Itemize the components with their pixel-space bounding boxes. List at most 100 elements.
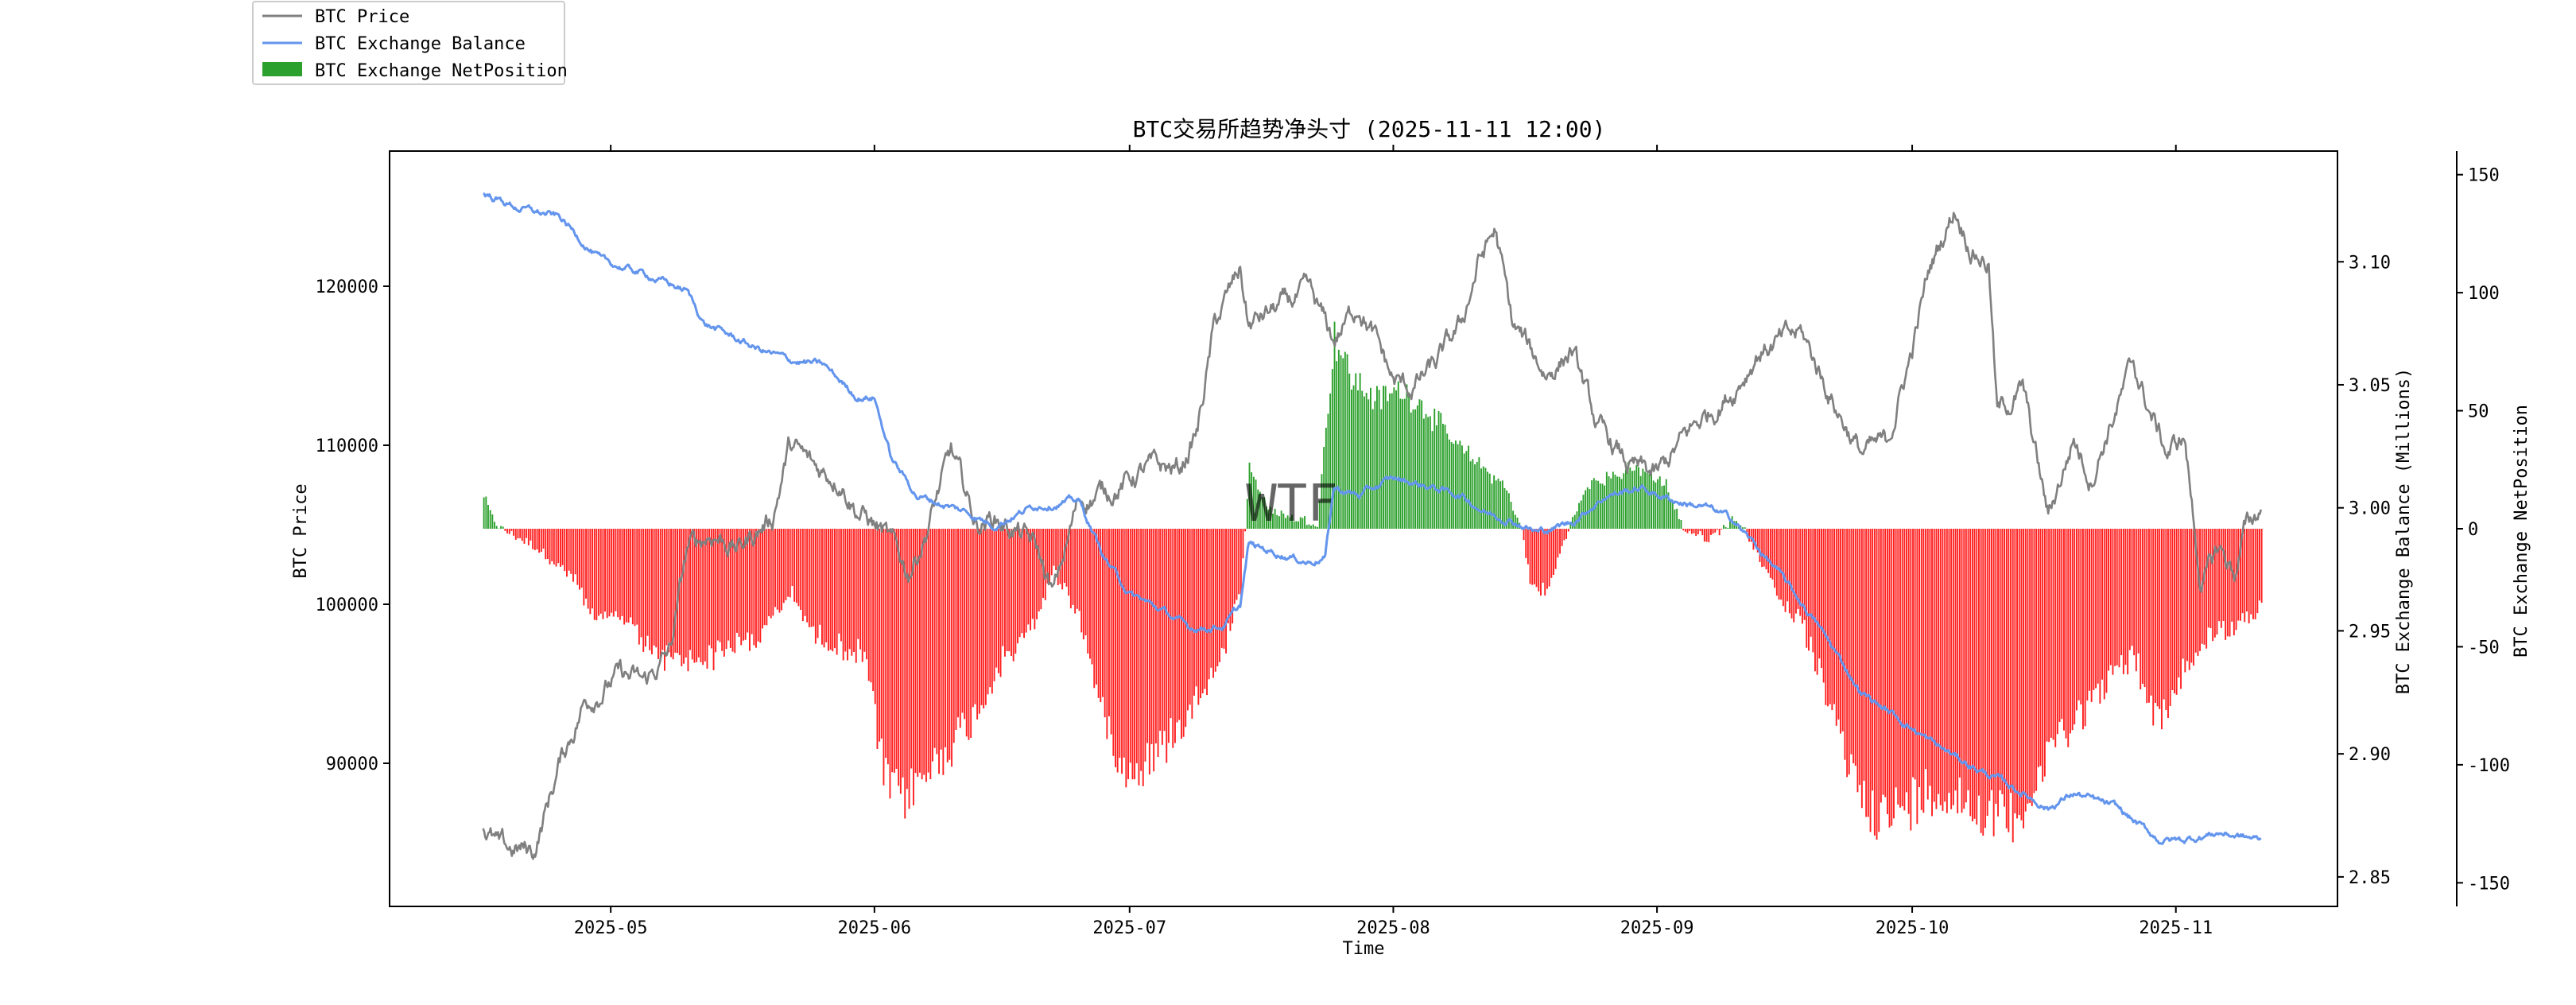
netposition-bar-646 (1857, 529, 1859, 792)
netposition-bar-718 (2010, 529, 2012, 793)
netposition-bar-656 (1878, 529, 1880, 832)
netposition-bar-63 (617, 529, 619, 617)
netposition-bar-335 (1196, 529, 1197, 686)
netposition-bar-9 (502, 526, 504, 529)
netposition-bar-403 (1340, 355, 1342, 529)
netposition-bar-771 (2123, 529, 2124, 674)
netposition-bar-781 (2144, 529, 2146, 687)
netposition-bar-50 (589, 529, 591, 614)
netposition-bar-668 (1903, 529, 1905, 810)
netposition-bar-728 (2031, 529, 2033, 806)
netposition-bar-37 (562, 529, 564, 565)
netposition-bar-246 (1007, 529, 1008, 651)
netposition-bar-406 (1347, 354, 1348, 529)
netposition-bar-677 (1922, 529, 1924, 813)
netposition-bar-464 (1470, 461, 1472, 529)
netposition-bar-601 (1761, 529, 1763, 567)
netposition-bar-506 (1559, 529, 1561, 554)
netposition-bar-823 (2233, 529, 2235, 635)
netposition-bar-26 (538, 529, 540, 553)
netposition-bar-681 (1931, 529, 1933, 816)
netposition-bar-570 (1695, 529, 1697, 536)
netposition-bar-430 (1398, 382, 1399, 530)
netposition-bar-454 (1449, 440, 1450, 529)
netposition-bar-413 (1361, 391, 1363, 529)
netposition-bar-69 (630, 529, 631, 618)
netposition-bar-206 (921, 529, 923, 779)
netposition-bar-524 (1597, 481, 1599, 529)
netposition-bar-499 (1544, 529, 1546, 596)
netposition-bar-775 (2132, 529, 2133, 646)
netposition-bar-532 (1615, 475, 1616, 529)
netposition-bar-615 (1791, 529, 1793, 619)
netposition-bar-713 (2000, 529, 2001, 790)
netposition-bar-248 (1011, 529, 1012, 656)
netposition-bar-207 (923, 529, 925, 775)
netposition-bar-790 (2163, 529, 2165, 700)
netposition-bar-705 (1982, 529, 1984, 836)
netposition-bar-726 (2027, 529, 2029, 804)
netposition-bar-343 (1212, 529, 1214, 678)
legend-label-price: BTC Price (315, 7, 409, 27)
netposition-bar-131 (762, 529, 763, 628)
netposition-bar-683 (1936, 529, 1938, 809)
netposition-bar-730 (2035, 529, 2037, 791)
netposition-bar-227 (966, 529, 968, 736)
netposition-bar-768 (2116, 529, 2118, 665)
netposition-bar-560 (1674, 510, 1676, 529)
netposition-bar-836 (2261, 529, 2263, 603)
netposition-bar-679 (1927, 529, 1929, 800)
netposition-bar-2 (487, 505, 489, 529)
netposition-bar-192 (891, 529, 893, 772)
netposition-bar-634 (1831, 529, 1833, 710)
netposition-bar-17 (519, 529, 521, 538)
netposition-bar-200 (909, 529, 910, 809)
netposition-bar-402 (1338, 350, 1340, 529)
netposition-bar-165 (834, 529, 836, 648)
netposition-bar-13 (511, 529, 513, 531)
netposition-bar-662 (1891, 529, 1892, 826)
netposition-bar-255 (1026, 529, 1027, 633)
netposition-bar-786 (2155, 529, 2156, 703)
netposition-bar-327 (1178, 529, 1180, 720)
netposition-bar-504 (1555, 529, 1557, 569)
netposition-bar-183 (872, 529, 874, 691)
right1-axis-tick-label: 2.90 (2349, 745, 2391, 765)
right1-axis-tick-label: 2.95 (2349, 622, 2391, 642)
netposition-bar-254 (1023, 529, 1025, 638)
netposition-bar-356 (1240, 529, 1242, 595)
netposition-bar-269 (1055, 529, 1057, 570)
netposition-bar-470 (1483, 467, 1484, 529)
legend: BTC Price BTC Exchange Balance BTC Excha… (253, 2, 568, 84)
netposition-bar-725 (2025, 529, 2027, 812)
legend-swatch-netposition (262, 62, 302, 76)
netposition-bar-581 (1719, 529, 1721, 535)
netposition-bar-690 (1950, 529, 1952, 809)
netposition-bar-16 (518, 529, 519, 538)
netposition-bar-475 (1493, 475, 1495, 529)
netposition-bar-299 (1119, 529, 1120, 758)
netposition-bar-449 (1438, 411, 1440, 529)
netposition-bar-155 (813, 529, 814, 627)
netposition-bar-445 (1430, 416, 1431, 529)
netposition-bar-305 (1132, 529, 1134, 779)
netposition-bar-419 (1374, 401, 1375, 529)
netposition-bar-750 (2078, 529, 2080, 700)
netposition-bar-43 (575, 529, 576, 574)
netposition-bar-218 (947, 529, 949, 762)
netposition-bar-136 (772, 529, 774, 615)
netposition-bar-60 (611, 529, 612, 613)
netposition-bar-576 (1708, 529, 1709, 542)
netposition-bar-509 (1565, 529, 1567, 539)
netposition-bar-474 (1492, 483, 1493, 529)
netposition-bar-758 (2095, 529, 2097, 689)
netposition-bar-308 (1139, 529, 1140, 786)
right2-axis-label: BTC Exchange NetPosition (2512, 405, 2531, 658)
netposition-bar-643 (1851, 529, 1852, 755)
netposition-bar-650 (1865, 529, 1867, 817)
right2-axis-tick-label: 100 (2468, 284, 2500, 304)
netposition-bar-425 (1387, 401, 1388, 529)
netposition-bar-814 (2214, 529, 2216, 638)
netposition-bar-253 (1021, 529, 1022, 633)
netposition-bar-763 (2106, 529, 2108, 693)
